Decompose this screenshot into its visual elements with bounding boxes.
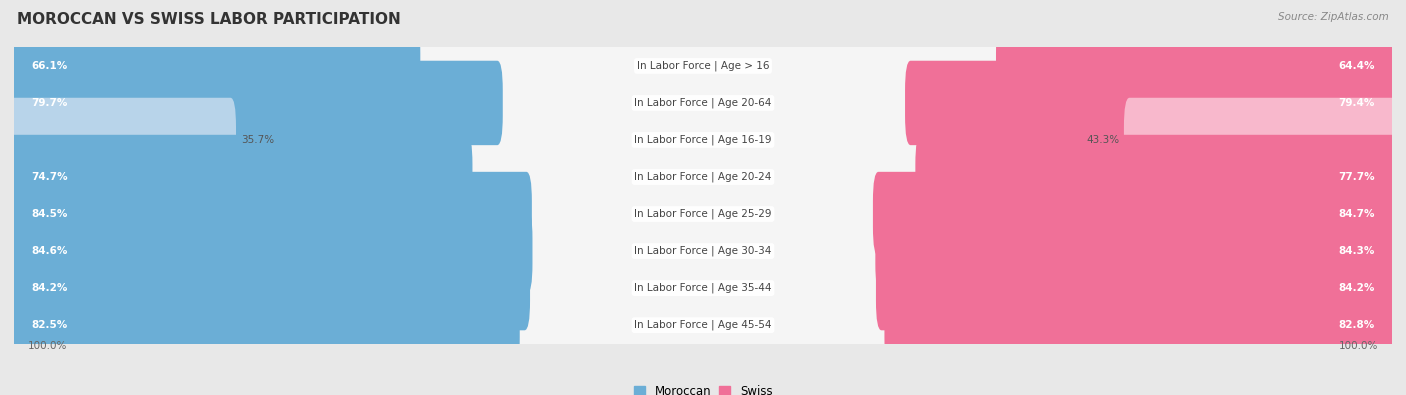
FancyBboxPatch shape: [884, 283, 1398, 367]
FancyBboxPatch shape: [14, 121, 1392, 158]
Text: 84.5%: 84.5%: [31, 209, 67, 219]
Text: 35.7%: 35.7%: [240, 135, 274, 145]
FancyBboxPatch shape: [8, 246, 530, 330]
FancyBboxPatch shape: [8, 283, 520, 367]
FancyBboxPatch shape: [14, 233, 1392, 269]
FancyBboxPatch shape: [8, 172, 531, 256]
Text: In Labor Force | Age 16-19: In Labor Force | Age 16-19: [634, 135, 772, 145]
Text: 74.7%: 74.7%: [31, 172, 67, 182]
Text: 100.0%: 100.0%: [28, 341, 67, 351]
FancyBboxPatch shape: [905, 61, 1398, 145]
FancyBboxPatch shape: [20, 80, 1386, 200]
FancyBboxPatch shape: [8, 24, 420, 108]
Text: Source: ZipAtlas.com: Source: ZipAtlas.com: [1278, 12, 1389, 22]
FancyBboxPatch shape: [14, 85, 1392, 121]
Text: 43.3%: 43.3%: [1085, 135, 1119, 145]
Text: 84.3%: 84.3%: [1339, 246, 1375, 256]
Text: In Labor Force | Age 25-29: In Labor Force | Age 25-29: [634, 209, 772, 219]
Text: 84.6%: 84.6%: [31, 246, 67, 256]
FancyBboxPatch shape: [8, 98, 236, 182]
Text: In Labor Force | Age 20-24: In Labor Force | Age 20-24: [634, 172, 772, 182]
FancyBboxPatch shape: [20, 6, 1386, 126]
FancyBboxPatch shape: [876, 209, 1398, 293]
FancyBboxPatch shape: [20, 154, 1386, 274]
FancyBboxPatch shape: [8, 135, 472, 219]
FancyBboxPatch shape: [20, 191, 1386, 311]
Text: In Labor Force | Age > 16: In Labor Force | Age > 16: [637, 61, 769, 71]
FancyBboxPatch shape: [995, 24, 1398, 108]
Text: In Labor Force | Age 20-64: In Labor Force | Age 20-64: [634, 98, 772, 108]
Text: 79.4%: 79.4%: [1339, 98, 1375, 108]
Text: In Labor Force | Age 45-54: In Labor Force | Age 45-54: [634, 320, 772, 330]
Text: 84.2%: 84.2%: [1339, 283, 1375, 293]
FancyBboxPatch shape: [1123, 98, 1398, 182]
FancyBboxPatch shape: [876, 246, 1398, 330]
FancyBboxPatch shape: [14, 47, 1392, 85]
Text: 77.7%: 77.7%: [1339, 172, 1375, 182]
Text: 100.0%: 100.0%: [1339, 341, 1378, 351]
FancyBboxPatch shape: [8, 61, 503, 145]
FancyBboxPatch shape: [14, 307, 1392, 344]
Text: MOROCCAN VS SWISS LABOR PARTICIPATION: MOROCCAN VS SWISS LABOR PARTICIPATION: [17, 12, 401, 27]
FancyBboxPatch shape: [14, 158, 1392, 196]
FancyBboxPatch shape: [915, 135, 1398, 219]
Text: 66.1%: 66.1%: [31, 61, 67, 71]
FancyBboxPatch shape: [8, 209, 533, 293]
Text: 82.8%: 82.8%: [1339, 320, 1375, 330]
FancyBboxPatch shape: [20, 265, 1386, 385]
FancyBboxPatch shape: [14, 269, 1392, 307]
Text: 64.4%: 64.4%: [1339, 61, 1375, 71]
Legend: Moroccan, Swiss: Moroccan, Swiss: [628, 380, 778, 395]
FancyBboxPatch shape: [14, 196, 1392, 233]
FancyBboxPatch shape: [20, 117, 1386, 237]
Text: 79.7%: 79.7%: [31, 98, 67, 108]
FancyBboxPatch shape: [20, 43, 1386, 163]
Text: In Labor Force | Age 35-44: In Labor Force | Age 35-44: [634, 283, 772, 293]
Text: In Labor Force | Age 30-34: In Labor Force | Age 30-34: [634, 246, 772, 256]
FancyBboxPatch shape: [20, 228, 1386, 348]
FancyBboxPatch shape: [873, 172, 1398, 256]
Text: 82.5%: 82.5%: [31, 320, 67, 330]
Text: 84.7%: 84.7%: [1339, 209, 1375, 219]
Text: 84.2%: 84.2%: [31, 283, 67, 293]
